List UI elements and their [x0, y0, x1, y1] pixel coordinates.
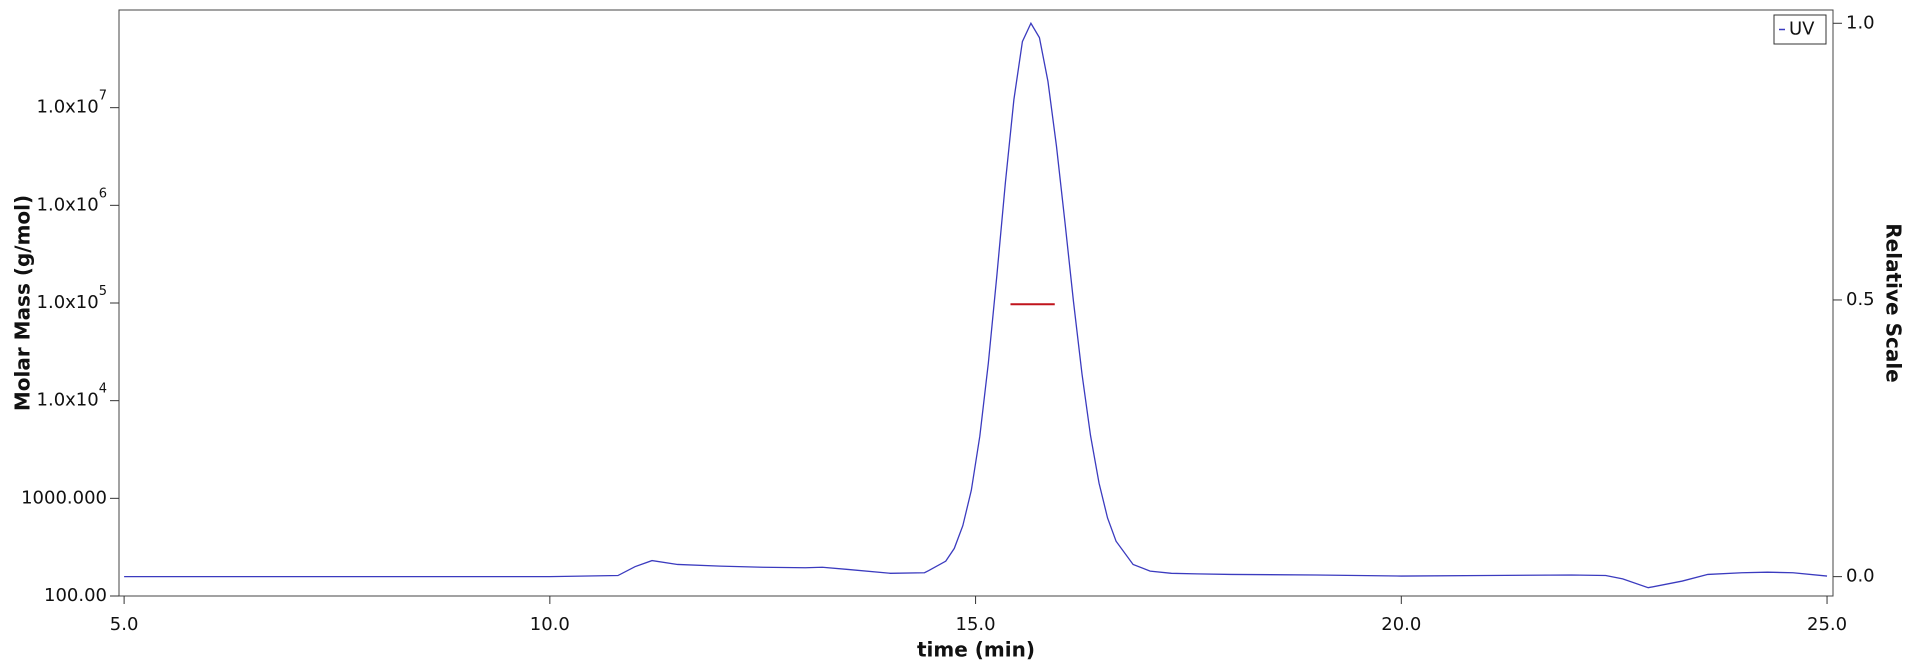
- x-tick-label: 25.0: [1807, 614, 1847, 635]
- y-tick-label: 1.0x107: [37, 88, 107, 118]
- y-tick-label-base: 1.0x10: [37, 97, 99, 118]
- legend-label: UV: [1789, 19, 1815, 40]
- y-tick-label-base: 1.0x10: [37, 390, 99, 411]
- y2-tick-label: 0.0: [1846, 566, 1875, 587]
- y-tick-label-exponent: 5: [99, 284, 107, 299]
- y-tick-label-base: 1000.000: [21, 487, 107, 508]
- y-axis-title: Molar Mass (g/mol): [11, 195, 35, 411]
- y2-axis-title: Relative Scale: [1882, 223, 1906, 382]
- y-tick-label: 1000.000: [21, 487, 107, 508]
- x-tick-label: 5.0: [110, 614, 139, 635]
- y-tick-label-base: 1.0x10: [37, 292, 99, 313]
- y2-tick-label: 1.0: [1846, 12, 1875, 33]
- plot-frame: [118, 9, 1834, 597]
- y2-tick-label: 0.5: [1846, 289, 1875, 310]
- y-tick-label: 100.00: [44, 585, 107, 606]
- y-tick-label: 1.0x104: [37, 381, 107, 411]
- x-axis-title: time (min): [917, 638, 1035, 662]
- y-tick-label: 1.0x105: [37, 284, 107, 314]
- y-tick-label-exponent: 7: [99, 88, 107, 103]
- y-tick-label-base: 1.0x10: [37, 194, 99, 215]
- y-tick-label-base: 100.00: [44, 585, 107, 606]
- series-line: [124, 21, 1828, 589]
- y-tick-label: 1.0x106: [37, 186, 107, 216]
- y-tick-label-exponent: 4: [99, 381, 107, 396]
- x-tick-label: 20.0: [1381, 614, 1421, 635]
- y-tick-label-exponent: 6: [99, 186, 107, 201]
- x-tick-label: 15.0: [956, 614, 996, 635]
- x-tick-label: 10.0: [530, 614, 570, 635]
